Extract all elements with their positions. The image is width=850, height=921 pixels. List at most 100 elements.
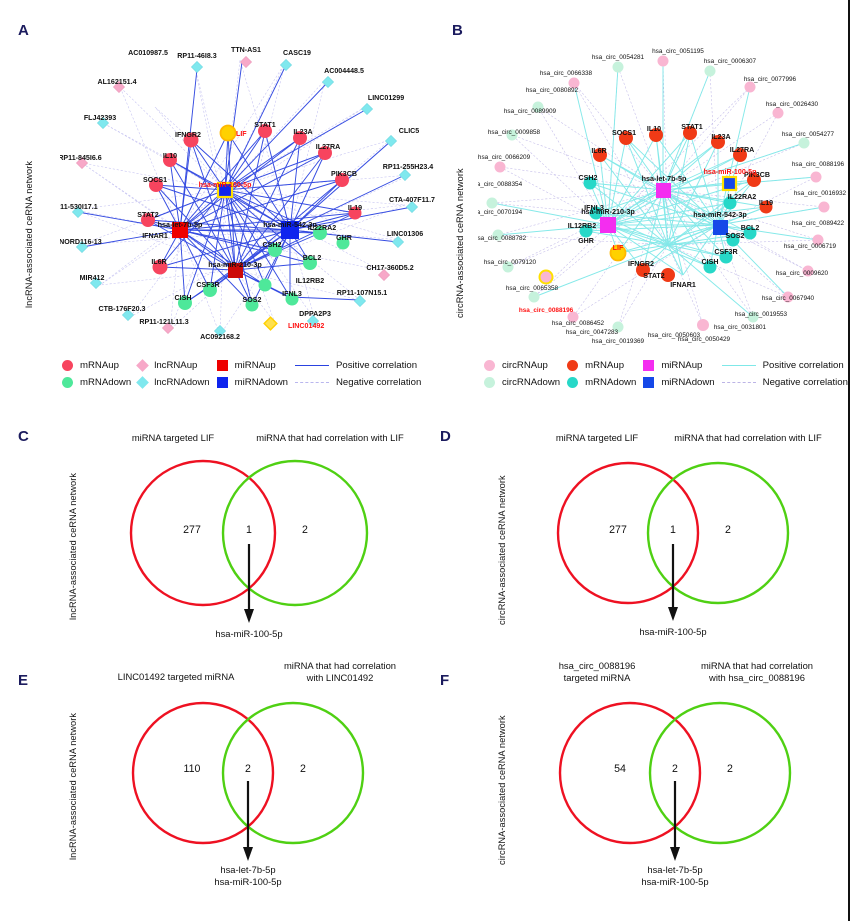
panel-d-left-circle [556,461,700,605]
svg-text:SOCS1: SOCS1 [143,176,167,184]
svg-text:hsa-miR-100-5p: hsa-miR-100-5p [199,181,252,189]
legend-a-swatch-positive [294,361,329,371]
panel-d-venn[interactable]: miRNA targeted LIF miRNA that had correl… [518,432,848,642]
svg-text:IL6R: IL6R [591,147,606,155]
svg-text:AL162151.4: AL162151.4 [97,78,136,86]
panel-f-result-line1: hsa-let-7b-5p [647,864,703,875]
svg-text:PIK3CB: PIK3CB [744,171,770,179]
svg-text:RP11-845I6.6: RP11-845I6.6 [60,154,102,162]
node-hsa-mir-100-5p [216,181,234,199]
panel-c-left-count: 277 [183,524,201,536]
svg-text:CISH: CISH [175,294,192,302]
svg-text:SNORD116-13: SNORD116-13 [60,238,102,246]
svg-text:hsa_circ_0086452: hsa_circ_0086452 [552,320,605,327]
panel-d-right-circle [646,461,790,605]
svg-text:RP11-530I17.1: RP11-530I17.1 [60,203,98,211]
figure-right-rule [848,0,850,921]
svg-text:LINC01492: LINC01492 [288,322,324,330]
legend-a-label-mirnaup: miRNAup [234,360,276,371]
legend-b-label-negative: Negative correlation [762,377,848,388]
svg-text:IL27RA: IL27RA [316,143,340,151]
svg-text:GHR: GHR [336,234,352,242]
svg-text:IL19: IL19 [348,204,362,212]
legend-b-swatch-mrnadown [567,377,579,388]
legend-a-swatch-mrnadown [62,377,73,388]
legend-b-label-mrnadown: mRNAdown [585,377,637,388]
svg-text:IFNAR1: IFNAR1 [670,281,696,289]
svg-text:IFNL3: IFNL3 [282,290,302,298]
panel-c-venn-svg[interactable] [90,448,430,638]
svg-text:hsa-miR-210-3p: hsa-miR-210-3p [208,260,262,269]
panel-f-intersection-count: 2 [672,763,678,775]
svg-text:hsa_circ_0080892: hsa_circ_0080892 [526,87,579,94]
panel-b-mrna-nodes[interactable] [579,126,773,282]
node-hsa-circ-0088196 [538,269,554,285]
panel-d-right-count: 2 [725,524,731,536]
svg-text:hsa_circ_0089422: hsa_circ_0089422 [792,220,845,227]
svg-text:hsa_circ_0050603: hsa_circ_0050603 [648,332,701,339]
legend-b-label-positive: Positive correlation [762,360,844,371]
panel-e-venn[interactable]: LINC01492 targeted miRNA miRNA that had … [90,658,430,888]
node-hsa-mir-542-3p [281,221,299,239]
svg-text:STAT1: STAT1 [254,121,275,129]
svg-text:hsa_circ_0079120: hsa_circ_0079120 [484,259,537,266]
panel-c-axis-label: lncRNA-associated ceRNA network [68,472,78,620]
legend-a-label-positive: Positive correlation [335,360,418,371]
panel-e-right-circle [221,701,365,845]
svg-text:CSF3R: CSF3R [196,281,219,289]
svg-text:hsa_circ_0006307: hsa_circ_0006307 [704,58,757,65]
legend-b-swatch-mirnadown [643,377,655,388]
svg-text:hsa_circ_0054277: hsa_circ_0054277 [782,131,835,138]
panel-c-venn[interactable]: miRNA targeted LIF miRNA that had correl… [90,432,430,642]
panel-b-network-svg[interactable]: hsa_circ_0054281 hsa_circ_0051195 hsa_ci… [478,35,850,345]
panel-b-circrna-nodes[interactable] [486,55,830,333]
panel-d-intersection-count: 1 [670,524,676,536]
panel-f-venn-svg[interactable] [518,688,848,878]
panel-a-lncrna-nodes[interactable] [71,55,419,338]
panel-c-left-title: miRNA targeted LIF [131,432,215,443]
panel-b-network[interactable]: hsa_circ_0054281 hsa_circ_0051195 hsa_ci… [478,35,850,345]
panel-f-venn[interactable]: hsa_circ_0088196 targeted miRNA miRNA th… [518,658,848,888]
panel-c-right-count: 2 [302,524,308,536]
legend-b-label-mirnaup: miRNAup [661,360,703,371]
panel-a-network[interactable]: RP11-46I8.3 TTN-AS1 CASC19 AC004448.5 LI… [60,35,440,345]
svg-text:SOS2: SOS2 [726,232,745,240]
panel-f-right-count: 2 [727,763,733,775]
svg-text:LIF: LIF [236,130,247,138]
svg-text:STAT2: STAT2 [137,211,158,219]
svg-text:CH17-360D5.2: CH17-360D5.2 [366,264,413,272]
panel-e-left-count: 110 [183,763,201,775]
legend-a-swatch-negative [294,378,329,388]
svg-text:hsa_circ_0054281: hsa_circ_0054281 [592,54,645,61]
panel-letter-a: A [18,22,30,39]
svg-text:IL12RB2: IL12RB2 [568,222,596,230]
panel-letter-f: F [440,672,450,689]
panel-b-mirna-hubs[interactable] [600,175,738,235]
svg-text:STAT1: STAT1 [681,123,702,131]
svg-text:hsa_circ_0016932: hsa_circ_0016932 [794,190,847,197]
panel-a-mirna-hubs[interactable] [172,181,299,278]
panel-e-left-circle [131,701,275,845]
panel-a-network-svg[interactable]: RP11-46I8.3 TTN-AS1 CASC19 AC004448.5 LI… [60,35,440,345]
svg-text:hsa_circ_0067940: hsa_circ_0067940 [762,295,815,302]
node-hsa-mir-100-5p-b [721,175,738,192]
panel-letter-c: C [18,428,30,445]
node-hsa-let-7b-5p-b [656,183,671,198]
node-hsa-let-7b-5p [172,222,188,238]
panel-d-venn-svg[interactable] [518,448,848,638]
legend-a-label-lncrnadown: lncRNAdown [154,377,210,388]
legend-a-swatch-lncrnaup [136,359,150,372]
svg-text:IL23A: IL23A [711,133,730,141]
panel-e-venn-svg[interactable] [90,688,430,878]
panel-d-result: hsa-miR-100-5p [639,626,707,637]
panel-d-right-title: miRNA that had correlation with LIF [674,432,822,443]
panel-a-mrna-nodes[interactable] [141,124,362,312]
svg-text:IL6R: IL6R [151,258,166,266]
panel-f-right-title: miRNA that had correlation with hsa_circ… [700,660,814,683]
panel-d-left-count: 277 [609,524,627,536]
svg-text:hsa_circ_0026430: hsa_circ_0026430 [766,101,819,108]
panel-c-right-circle [221,459,369,607]
legend-b-label-circrnaup: circRNAup [502,360,548,371]
svg-text:AC010987.5: AC010987.5 [128,49,168,57]
